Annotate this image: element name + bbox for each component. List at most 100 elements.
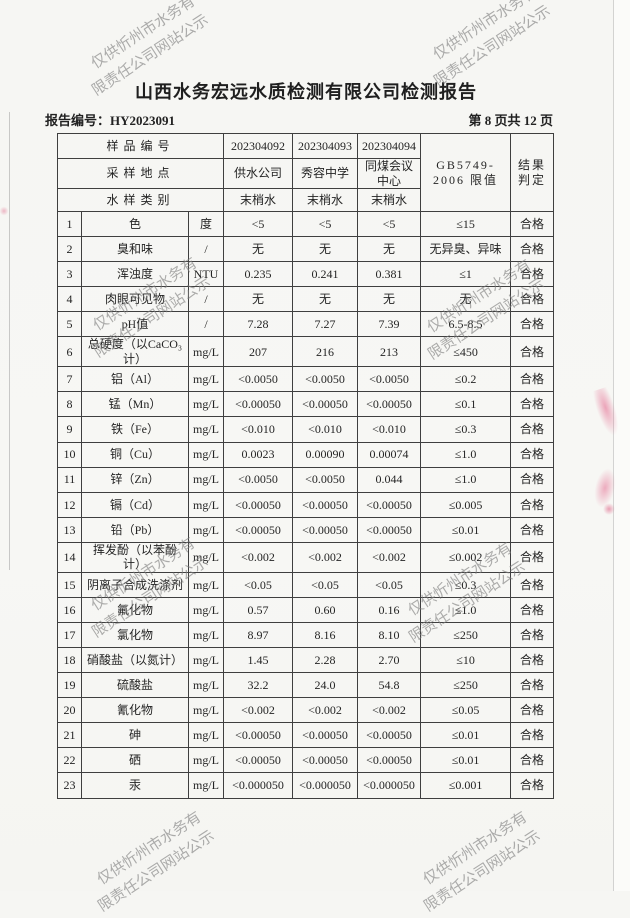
sample-no-label: 样品编号	[56, 133, 225, 159]
cell-v3: <0.00050	[357, 722, 422, 749]
cell-limit: ≤10	[420, 646, 512, 674]
cell-name: 色	[81, 210, 189, 238]
cell-result: 合格	[510, 441, 555, 468]
cell-v2: <0.00050	[292, 391, 359, 418]
cell-no: 4	[57, 286, 82, 313]
cell-result: 合格	[510, 772, 555, 799]
cell-result: 合格	[510, 596, 555, 623]
table-row: 5 pH值/7.28 7.27 7.39 6.5-8.5 合格	[57, 311, 555, 338]
cell-v3: <5	[357, 210, 422, 238]
cell-name: 硒	[81, 747, 189, 774]
cell-result: 合格	[510, 722, 555, 749]
header-row-sample-no: 样品编号 202304092 202304093 202304094 GB574…	[56, 133, 555, 212]
sample-no-1: 202304092	[223, 133, 294, 159]
cell-result: 合格	[510, 516, 555, 543]
cell-v3: <0.00050	[357, 747, 422, 774]
cell-unit: mg/L	[187, 391, 225, 418]
cell-no: 20	[57, 697, 82, 724]
cell-v3: <0.010	[357, 416, 422, 443]
cell-no: 12	[57, 491, 82, 518]
cell-result: 合格	[510, 261, 555, 288]
cell-result: 合格	[510, 311, 555, 338]
table-row: 16 氟化物 mg/L 0.57 0.60 0.16 ≤1.0 合格	[57, 596, 555, 623]
cell-v2: 2.28	[292, 646, 359, 674]
table-row: 6 总硬度（以CaCO₃计） mg/L 207 216 213 ≤450 合格	[57, 336, 555, 368]
table-row: 12 镉（Cd） mg/L <0.00050 <0.00050 <0.00050 ≤0.00…	[57, 491, 555, 518]
cell-limit: ≤0.2	[420, 366, 512, 393]
cell-no: 5	[57, 311, 82, 338]
cell-v1: 32.2	[223, 672, 294, 699]
cell-no: 16	[57, 596, 82, 623]
cell-unit: mg/L	[187, 722, 225, 749]
cell-name: 氰化物	[81, 697, 189, 724]
cell-limit: ≤1	[420, 261, 512, 288]
sample-no-2: 202304093	[292, 133, 359, 159]
water-type-3: 末梢水	[357, 188, 422, 212]
cell-name: 汞	[81, 772, 189, 799]
cell-name: 浑浊度	[81, 261, 189, 288]
cell-unit: NTU	[187, 261, 225, 288]
cell-unit: mg/L	[187, 621, 225, 648]
table-row: 4 肉眼可见物 / 无无无无合格	[57, 286, 555, 313]
water-type-2: 末梢水	[292, 188, 359, 212]
cell-limit: ≤1.0	[420, 441, 512, 468]
sample-no-3: 202304094	[357, 133, 422, 159]
cell-v3: <0.05	[357, 571, 422, 598]
cell-result: 合格	[510, 236, 555, 263]
cell-v2: 0.60	[292, 596, 359, 623]
cell-unit: mg/L	[187, 441, 225, 468]
cell-v1: 207	[223, 336, 294, 368]
cell-no: 18	[57, 646, 82, 674]
cell-v3: 54.8	[357, 672, 422, 699]
watermark-text: 仅供忻州市水务有 限责任公司网站公示	[94, 808, 218, 916]
cell-name: 氯化物	[81, 621, 189, 648]
cell-v1: <0.00050	[223, 722, 294, 749]
cell-no: 13	[57, 516, 82, 543]
cell-v3: <0.00050	[357, 516, 422, 543]
cell-limit: ≤1.0	[420, 596, 512, 623]
cell-v2: <0.00050	[292, 516, 359, 543]
water-quality-table: 样品编号 202304092 202304093 202304094 GB574…	[56, 133, 555, 799]
cell-v1: 0.235	[223, 261, 294, 288]
cell-no: 23	[57, 772, 82, 799]
cell-v1: <0.002	[223, 541, 294, 573]
cell-unit: mg/L	[187, 516, 225, 543]
cell-v3: 2.70	[357, 646, 422, 674]
cell-v3: 0.16	[357, 596, 422, 623]
cell-v3: 8.10	[357, 621, 422, 648]
cell-unit: mg/L	[187, 697, 225, 724]
cell-v3: <0.000050	[357, 772, 422, 799]
cell-v1: 0.0023	[223, 441, 294, 468]
cell-v1: <0.00050	[223, 491, 294, 518]
table-body: 1 色度 <5 <5 <5 ≤15 合格 2 臭和味 / 无无无无异臭、异味 合格 3 浑浊度 NTU 0.2…	[57, 210, 555, 799]
cell-limit: ≤0.002	[420, 541, 512, 573]
cell-no: 8	[57, 391, 82, 418]
cell-name: 锌（Zn）	[81, 466, 189, 493]
cell-v3: 213	[357, 336, 422, 368]
cell-limit: 无	[420, 286, 512, 313]
cell-name: 总硬度（以CaCO₃计）	[81, 336, 189, 368]
table-row: 3 浑浊度 NTU 0.235 0.241 0.381 ≤1 合格	[57, 261, 555, 288]
cell-unit: /	[187, 311, 225, 338]
cell-limit: ≤0.001	[420, 772, 512, 799]
cell-v2: <0.002	[292, 541, 359, 573]
cell-v1: <0.002	[223, 697, 294, 724]
cell-no: 3	[57, 261, 82, 288]
cell-no: 22	[57, 747, 82, 774]
cell-v2: 无	[292, 286, 359, 313]
cell-v2: <0.00050	[292, 747, 359, 774]
cell-name: 镉（Cd）	[81, 491, 189, 518]
cell-name: 硫酸盐	[81, 672, 189, 699]
cell-unit: mg/L	[187, 491, 225, 518]
cell-name: 氟化物	[81, 596, 189, 623]
cell-v1: <0.00050	[223, 747, 294, 774]
watermark-text: 仅供忻州市水务有 限责任公司网站公示	[430, 0, 554, 91]
cell-no: 10	[57, 441, 82, 468]
cell-limit: ≤0.05	[420, 697, 512, 724]
cell-v3: 7.39	[357, 311, 422, 338]
location-2: 秀容中学	[292, 158, 359, 189]
cell-v1: 7.28	[223, 311, 294, 338]
table-row: 2 臭和味 / 无无无无异臭、异味 合格	[57, 236, 555, 263]
cell-no: 21	[57, 722, 82, 749]
cell-result: 合格	[510, 747, 555, 774]
